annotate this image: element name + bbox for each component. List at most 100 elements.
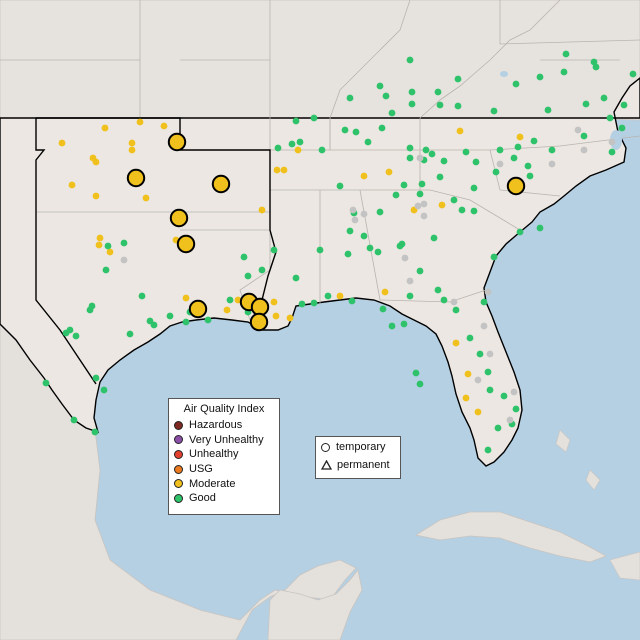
monitor-marker-good[interactable] — [166, 312, 174, 320]
monitor-marker-good[interactable] — [430, 234, 438, 242]
monitor-marker-good[interactable] — [416, 267, 424, 275]
monitor-marker-good[interactable] — [582, 100, 590, 108]
monitor-marker-no-data[interactable] — [416, 154, 424, 162]
monitor-marker-good[interactable] — [406, 56, 414, 64]
monitor-marker-moderate[interactable] — [270, 298, 278, 306]
monitor-marker-good[interactable] — [42, 379, 50, 387]
monitor-marker-good[interactable] — [524, 162, 532, 170]
monitor-marker-good[interactable] — [126, 330, 134, 338]
monitor-marker-good[interactable] — [500, 392, 508, 400]
monitor-marker-moderate-large[interactable] — [506, 176, 526, 196]
monitor-marker-moderate-large[interactable] — [211, 174, 231, 194]
monitor-marker-good[interactable] — [590, 58, 598, 66]
monitor-marker-good[interactable] — [562, 50, 570, 58]
monitor-marker-moderate[interactable] — [128, 139, 136, 147]
monitor-marker-no-data[interactable] — [420, 200, 428, 208]
monitor-marker-good[interactable] — [536, 224, 544, 232]
monitor-marker-good[interactable] — [530, 137, 538, 145]
monitor-marker-good[interactable] — [608, 148, 616, 156]
monitor-marker-good[interactable] — [91, 428, 99, 436]
monitor-marker-moderate[interactable] — [294, 146, 302, 154]
monitor-marker-good[interactable] — [490, 253, 498, 261]
monitor-marker-moderate[interactable] — [128, 146, 136, 154]
monitor-marker-good[interactable] — [472, 158, 480, 166]
monitor-marker-moderate[interactable] — [92, 192, 100, 200]
monitor-marker-moderate[interactable] — [258, 206, 266, 214]
monitor-marker-no-data[interactable] — [574, 126, 582, 134]
monitor-marker-good[interactable] — [462, 148, 470, 156]
monitor-marker-good[interactable] — [408, 100, 416, 108]
monitor-marker-no-data[interactable] — [608, 138, 616, 146]
monitor-marker-good[interactable] — [296, 138, 304, 146]
monitor-marker-good[interactable] — [102, 266, 110, 274]
monitor-marker-good[interactable] — [452, 306, 460, 314]
monitor-marker-no-data[interactable] — [401, 254, 409, 262]
monitor-marker-good[interactable] — [100, 386, 108, 394]
monitor-marker-no-data[interactable] — [120, 256, 128, 264]
monitor-marker-no-data[interactable] — [351, 216, 359, 224]
monitor-marker-good[interactable] — [138, 292, 146, 300]
monitor-marker-good[interactable] — [318, 146, 326, 154]
monitor-marker-good[interactable] — [270, 246, 278, 254]
monitor-marker-moderate[interactable] — [234, 296, 242, 304]
monitor-marker-good[interactable] — [450, 196, 458, 204]
monitor-marker-good[interactable] — [510, 154, 518, 162]
monitor-marker-moderate[interactable] — [142, 194, 150, 202]
monitor-marker-good[interactable] — [341, 126, 349, 134]
monitor-marker-good[interactable] — [422, 146, 430, 154]
monitor-marker-good[interactable] — [470, 207, 478, 215]
monitor-marker-moderate[interactable] — [223, 306, 231, 314]
monitor-marker-good[interactable] — [418, 180, 426, 188]
monitor-marker-good[interactable] — [580, 132, 588, 140]
monitor-marker-moderate[interactable] — [96, 234, 104, 242]
monitor-marker-good[interactable] — [408, 88, 416, 96]
monitor-marker-good[interactable] — [360, 232, 368, 240]
monitor-marker-moderate[interactable] — [58, 139, 66, 147]
monitor-marker-good[interactable] — [62, 329, 70, 337]
monitor-marker-good[interactable] — [454, 75, 462, 83]
monitor-marker-good[interactable] — [274, 144, 282, 152]
monitor-marker-good[interactable] — [344, 250, 352, 258]
monitor-marker-no-data[interactable] — [548, 160, 556, 168]
monitor-marker-good[interactable] — [374, 248, 382, 256]
monitor-marker-moderate[interactable] — [438, 201, 446, 209]
monitor-marker-good[interactable] — [412, 369, 420, 377]
monitor-marker-good[interactable] — [458, 206, 466, 214]
monitor-marker-good[interactable] — [436, 101, 444, 109]
monitor-marker-moderate-large[interactable] — [188, 299, 208, 319]
monitor-marker-good[interactable] — [490, 107, 498, 115]
monitor-marker-good[interactable] — [382, 92, 390, 100]
monitor-marker-no-data[interactable] — [486, 350, 494, 358]
monitor-marker-good[interactable] — [548, 146, 556, 154]
monitor-marker-good[interactable] — [120, 239, 128, 247]
monitor-marker-no-data[interactable] — [484, 288, 492, 296]
monitor-marker-good[interactable] — [492, 168, 500, 176]
monitor-marker-moderate[interactable] — [101, 124, 109, 132]
monitor-marker-good[interactable] — [434, 88, 442, 96]
monitor-marker-good[interactable] — [526, 172, 534, 180]
monitor-marker-good[interactable] — [440, 296, 448, 304]
monitor-marker-moderate-large[interactable] — [176, 234, 196, 254]
monitor-marker-good[interactable] — [476, 350, 484, 358]
monitor-marker-no-data[interactable] — [360, 210, 368, 218]
monitor-marker-moderate[interactable] — [136, 118, 144, 126]
monitor-marker-moderate[interactable] — [92, 158, 100, 166]
monitor-marker-good[interactable] — [378, 124, 386, 132]
monitor-marker-moderate[interactable] — [516, 133, 524, 141]
monitor-marker-good[interactable] — [516, 228, 524, 236]
monitor-marker-moderate[interactable] — [336, 292, 344, 300]
monitor-marker-moderate[interactable] — [456, 127, 464, 135]
monitor-marker-moderate-large[interactable] — [249, 312, 269, 332]
monitor-marker-good[interactable] — [366, 244, 374, 252]
monitor-marker-moderate[interactable] — [273, 166, 281, 174]
monitor-marker-good[interactable] — [310, 299, 318, 307]
monitor-marker-good[interactable] — [544, 106, 552, 114]
monitor-marker-good[interactable] — [396, 242, 404, 250]
monitor-marker-good[interactable] — [92, 374, 100, 382]
monitor-marker-good[interactable] — [240, 253, 248, 261]
monitor-marker-good[interactable] — [496, 146, 504, 154]
monitor-marker-no-data[interactable] — [480, 322, 488, 330]
monitor-marker-good[interactable] — [406, 144, 414, 152]
monitor-marker-good[interactable] — [392, 191, 400, 199]
